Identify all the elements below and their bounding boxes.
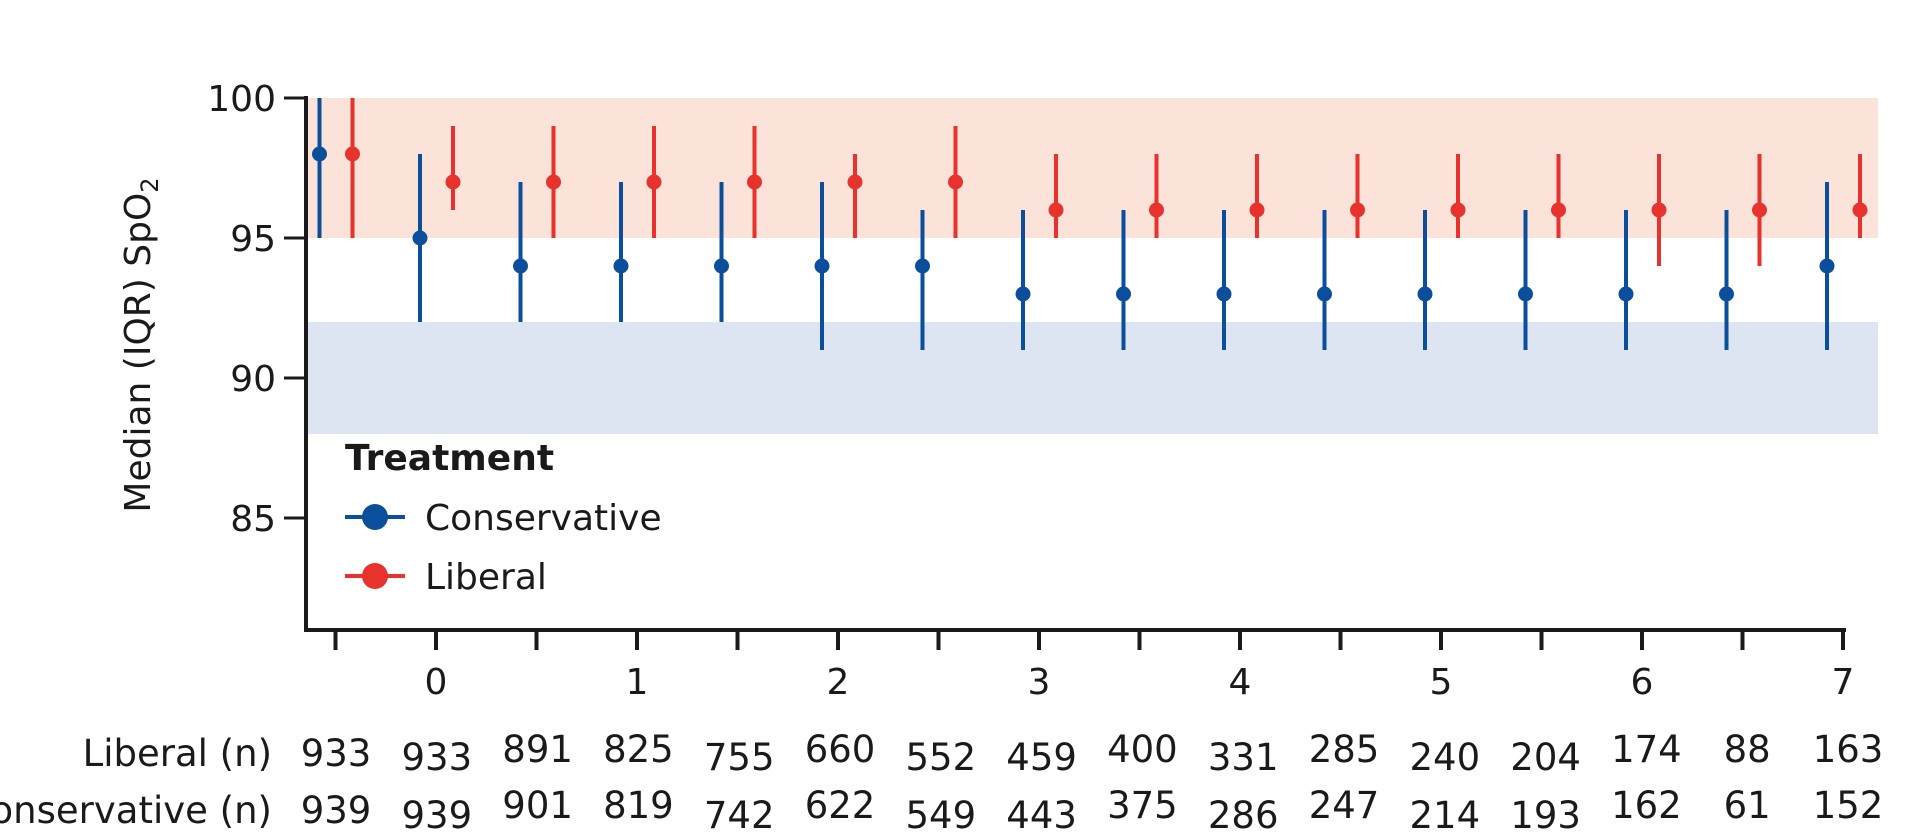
x-tick-label-0: 0: [425, 662, 448, 703]
conservative-count: 939: [401, 794, 472, 837]
conservative-median-point: [1116, 286, 1131, 302]
conservative-count: 819: [603, 784, 674, 827]
liberal-count: 660: [805, 728, 876, 771]
conservative-count: 443: [1006, 794, 1077, 837]
x-tick-labels: 0 1 2 3 4 5 6 7: [425, 662, 1855, 703]
liberal-count: 400: [1107, 728, 1178, 771]
conservative-count: 193: [1510, 794, 1581, 837]
x-tick-label-1: 1: [626, 662, 649, 703]
conservative-median-point: [1819, 258, 1835, 274]
liberal-count: 240: [1409, 736, 1480, 779]
conservative-median-point: [1317, 286, 1332, 302]
x-tick-label-3: 3: [1028, 662, 1051, 703]
conservative-median-point: [412, 230, 428, 246]
legend-conservative-label: Conservative: [425, 498, 662, 539]
liberal-median-point: [1852, 202, 1868, 218]
conservative-count: 622: [805, 784, 876, 827]
risk-table-liberal-label: Liberal (n): [83, 732, 272, 775]
liberal-median-point: [646, 174, 662, 190]
liberal-count: 552: [905, 736, 976, 779]
conservative-count: 939: [301, 789, 372, 832]
chart-marks: [312, 98, 1868, 350]
conservative-count: 214: [1409, 794, 1480, 837]
conservative-count: 286: [1208, 794, 1279, 837]
conservative-median-point: [714, 258, 729, 274]
legend-conservative-marker: [362, 504, 388, 530]
risk-table: Liberal (n) onservative (n) 933 939 933 939 89…: [0, 728, 1883, 837]
conservative-median-point: [1719, 286, 1734, 302]
y-tick-label-90: 90: [230, 359, 276, 400]
conservative-count: 61: [1724, 784, 1771, 827]
liberal-count: 933: [401, 736, 472, 779]
conservative-median-point: [513, 258, 528, 274]
conservative-median-point: [1618, 286, 1634, 302]
liberal-count: 88: [1724, 728, 1771, 771]
legend: Treatment Conservative Liberal: [345, 438, 662, 598]
legend-liberal-label: Liberal: [425, 557, 547, 598]
liberal-count: 459: [1006, 736, 1077, 779]
liberal-median-point: [948, 174, 963, 190]
y-axis-title-text: Median (IQR) SpO: [118, 193, 159, 513]
conservative-count: 742: [704, 794, 775, 837]
y-tick-label-95: 95: [230, 219, 276, 260]
liberal-median-point: [1350, 202, 1365, 218]
liberal-count: 891: [502, 728, 573, 771]
liberal-count: 933: [301, 732, 372, 775]
liberal-median-point: [1249, 202, 1265, 218]
legend-title: Treatment: [345, 438, 554, 479]
chart-axes: 100 95 90 85: [207, 79, 1846, 650]
risk-table-conservative-label: onservative (n): [0, 789, 272, 832]
conservative-median-point: [915, 258, 930, 274]
conservative-median-point: [1417, 286, 1433, 302]
conservative-count: 375: [1107, 784, 1178, 827]
x-tick-label-7: 7: [1832, 662, 1855, 703]
y-axis-title: Median (IQR) SpO2: [118, 177, 164, 512]
y-axis-title-subscript: 2: [136, 177, 164, 192]
liberal-median-point: [1752, 202, 1767, 218]
conservative-median-point: [814, 258, 830, 274]
conservative-count: 901: [502, 784, 573, 827]
liberal-count: 755: [704, 736, 775, 779]
x-tick-label-6: 6: [1631, 662, 1654, 703]
liberal-median-point: [1551, 202, 1566, 218]
liberal-median-point: [1450, 202, 1466, 218]
conservative-median-point: [1216, 286, 1232, 302]
conservative-count: 152: [1813, 784, 1884, 827]
liberal-count: 331: [1208, 736, 1279, 779]
conservative-target-band: [306, 322, 1878, 434]
liberal-median-point: [1149, 202, 1164, 218]
y-tick-label-100: 100: [207, 79, 276, 120]
conservative-median-point: [613, 258, 629, 274]
conservative-median-point: [312, 146, 327, 162]
conservative-median-point: [1518, 286, 1533, 302]
target-bands: [306, 98, 1878, 434]
x-tick-label-2: 2: [827, 662, 850, 703]
legend-liberal-marker: [362, 563, 388, 589]
liberal-median-point: [345, 146, 360, 162]
liberal-target-band: [306, 98, 1878, 238]
liberal-median-point: [445, 174, 461, 190]
conservative-count: 162: [1611, 784, 1682, 827]
liberal-count: 204: [1510, 736, 1581, 779]
conservative-count: 549: [905, 794, 976, 837]
conservative-count: 247: [1309, 784, 1380, 827]
liberal-count: 825: [603, 728, 674, 771]
liberal-median-point: [546, 174, 561, 190]
liberal-median-point: [747, 174, 762, 190]
conservative-median-point: [1015, 286, 1031, 302]
liberal-count: 285: [1309, 728, 1380, 771]
liberal-median-point: [1048, 202, 1064, 218]
y-tick-label-85: 85: [230, 499, 276, 540]
liberal-count: 174: [1611, 728, 1682, 771]
liberal-median-point: [847, 174, 863, 190]
x-tick-label-5: 5: [1430, 662, 1453, 703]
liberal-median-point: [1651, 202, 1667, 218]
x-tick-label-4: 4: [1229, 662, 1252, 703]
liberal-count: 163: [1813, 728, 1884, 771]
